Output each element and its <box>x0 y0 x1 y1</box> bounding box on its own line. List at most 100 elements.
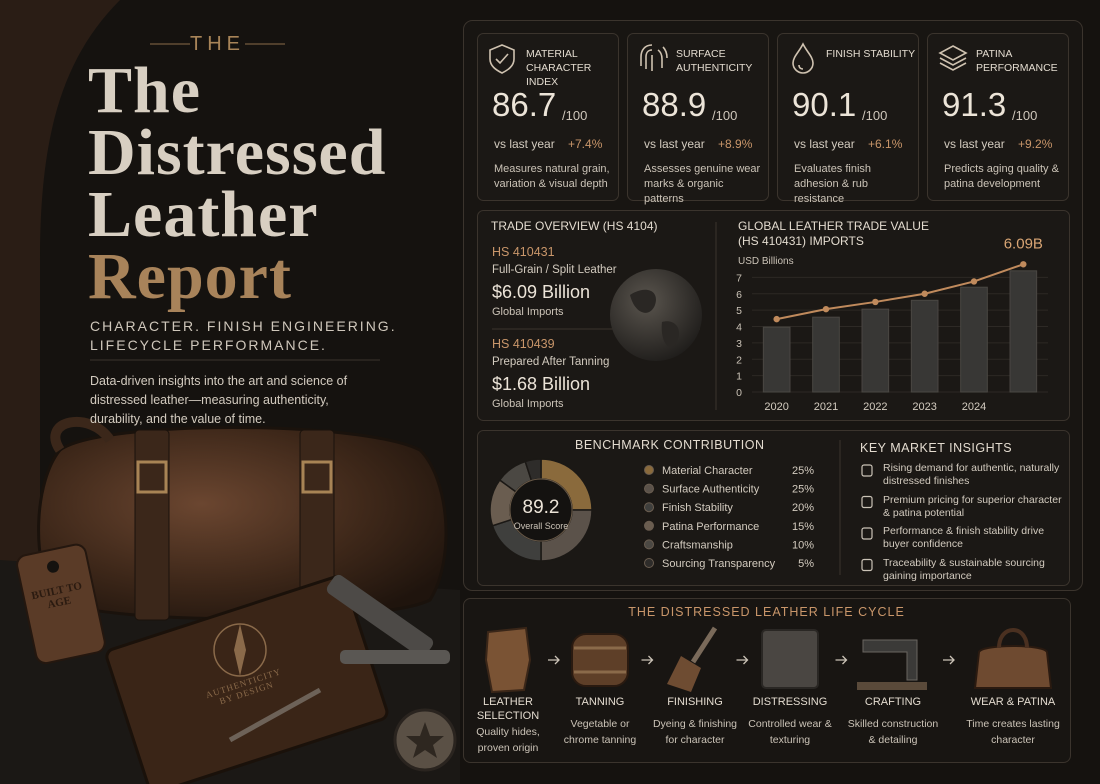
insight-icon <box>861 527 873 540</box>
description: Data-driven insights into the art and sc… <box>90 374 348 426</box>
y-tick-label: 5 <box>736 305 742 317</box>
charts: 0 1 2 3 4 5 6 7 6.09B 2020 2021 2022 2023 2024 89.2 Ove… <box>477 33 1069 694</box>
benchmark-panel <box>477 430 1070 586</box>
y-tick-label: 6 <box>736 289 742 301</box>
kpi-label: MATERIAL CHARACTER INDEX <box>526 48 592 88</box>
step-arrow <box>943 655 955 665</box>
step-icon <box>761 629 819 689</box>
step-description: Vegetable or chrome tanning <box>563 718 637 746</box>
step-description: Quality hides, proven origin <box>476 726 540 754</box>
step-description: Controlled wear & texturing <box>748 718 832 746</box>
center-value: 89.2 <box>523 497 560 518</box>
insight: Performance & finish stability drive buy… <box>883 525 1045 550</box>
kpi-card <box>927 33 1069 201</box>
kpi-scale: /100 <box>862 108 888 123</box>
kpi-comparison: vs last year <box>494 137 555 151</box>
y-tick-label: 2 <box>736 354 742 366</box>
insight: Traceability & sustainable sourcing gain… <box>883 556 1045 582</box>
line-point <box>822 305 830 313</box>
chart-title: GLOBAL LEATHER TRADE VALUE (HS 410431) I… <box>738 219 929 248</box>
tagline: LIFECYCLE PERFORMANCE. <box>90 337 327 353</box>
kpi-label: SURFACE AUTHENTICITY <box>676 48 753 74</box>
trade-note: Global Imports <box>492 306 564 318</box>
kpi-scale: /100 <box>562 108 588 123</box>
step-arrow <box>548 655 560 665</box>
eyebrow: THE <box>190 33 245 55</box>
kpi-icon <box>792 42 814 74</box>
donut-hole <box>509 478 573 542</box>
legend-label: Patina Performance <box>662 521 759 533</box>
kpi-label: FINISH STABILITY <box>826 48 916 60</box>
y-tick-label: 0 <box>736 387 742 399</box>
legend-swatch <box>644 465 654 475</box>
legend-swatch <box>644 520 654 531</box>
kpi-card <box>477 33 619 201</box>
step-icon <box>857 682 927 690</box>
value-label: 20% <box>792 502 814 514</box>
kpi-scale: /100 <box>712 108 738 123</box>
title-line: Report <box>88 240 292 313</box>
x-tick-label: 2022 <box>863 401 887 413</box>
step-description: Skilled construction & detailing <box>847 718 939 746</box>
trade-title: TRADE OVERVIEW (HS 4104) <box>491 219 658 233</box>
step-icon <box>862 639 918 681</box>
annotation: 6.09B <box>1004 235 1043 252</box>
bar <box>960 286 988 393</box>
trade-value: $1.68 Billion <box>492 374 591 394</box>
kpi-label: PATINA PERFORMANCE <box>976 48 1058 74</box>
kpi-value: 91.3 <box>942 86 1007 123</box>
insight: Rising demand for authentic, naturally d… <box>883 462 1060 487</box>
kpi-value: 86.7 <box>492 86 557 123</box>
kpi-comparison: vs last year <box>794 137 855 151</box>
kpi-value: 88.9 <box>642 86 707 123</box>
title-line: Leather <box>88 178 319 251</box>
kpi-description: Assesses genuine wear marks & organic pa… <box>644 163 761 205</box>
bar <box>762 326 791 393</box>
kpi-comparison: vs last year <box>944 137 1005 151</box>
kpi-description: Predicts aging quality & patina developm… <box>944 163 1059 190</box>
kpi-card <box>777 33 919 201</box>
line-point <box>1020 261 1027 268</box>
step-arrow <box>641 655 654 665</box>
x-tick-label: 2020 <box>764 401 788 413</box>
kpi-icon <box>938 45 968 71</box>
kpi-icon <box>640 44 668 71</box>
globe <box>610 269 702 361</box>
step-name: DISTRESSING <box>752 696 828 708</box>
trade-note: Global Imports <box>492 398 564 410</box>
step-name: CRAFTING <box>864 696 922 708</box>
legend-swatch <box>644 539 654 550</box>
y-tick-label: 7 <box>736 272 742 284</box>
legend-swatch <box>644 502 654 513</box>
kpi-icon <box>489 44 515 74</box>
value-label: 25% <box>792 484 814 496</box>
step-icon <box>997 628 1029 649</box>
y-tick-label: 4 <box>736 322 742 334</box>
title-line: Distressed <box>88 116 387 189</box>
insights-title: KEY MARKET INSIGHTS <box>860 441 1013 455</box>
kpi-change: +6.1% <box>868 137 903 151</box>
value-label: 5% <box>798 558 814 570</box>
globe-land <box>630 289 680 348</box>
legend-label: Craftsmanship <box>662 539 733 551</box>
step-arrow <box>835 655 848 665</box>
step-icon <box>484 626 532 694</box>
line-point <box>773 315 780 323</box>
tag-illustration <box>16 543 106 665</box>
x-tick-label: 2021 <box>814 401 838 413</box>
y-tick-label: 1 <box>736 371 742 383</box>
trade-value: $6.09 Billion <box>492 282 591 302</box>
step-icon <box>973 645 1053 689</box>
line-point <box>872 298 879 306</box>
value-label: 25% <box>792 465 814 477</box>
kpi-change: +7.4% <box>568 137 603 151</box>
line-point <box>921 290 928 297</box>
y-axis-label: USD Billions <box>738 256 794 267</box>
legend-swatch <box>644 558 654 568</box>
bar <box>812 316 840 393</box>
step-name: FINISHING <box>667 696 723 708</box>
line <box>776 263 1024 321</box>
chart-title: BENCHMARK CONTRIBUTION <box>575 438 765 452</box>
value-label: 15% <box>792 521 814 533</box>
